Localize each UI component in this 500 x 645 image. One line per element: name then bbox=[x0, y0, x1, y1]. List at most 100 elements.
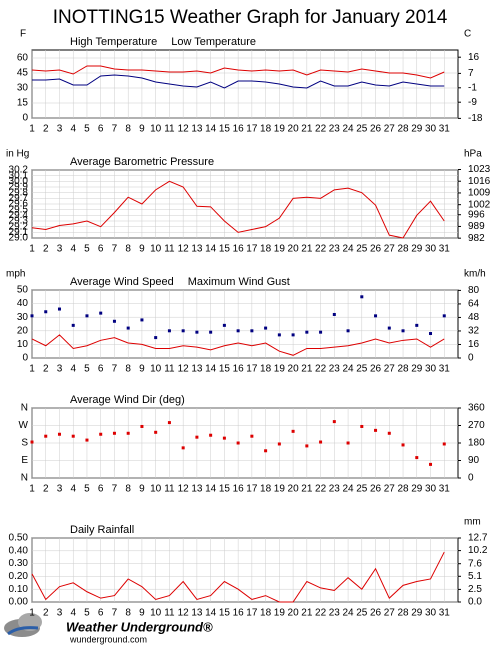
x-tick-label: 13 bbox=[191, 608, 203, 619]
y2-tick-label: 48 bbox=[468, 312, 480, 323]
point bbox=[209, 330, 213, 334]
x-tick-label: 28 bbox=[397, 124, 409, 135]
x-tick-label: 19 bbox=[274, 124, 286, 135]
x-tick-label: 21 bbox=[301, 364, 313, 375]
point bbox=[429, 462, 433, 466]
x-tick-label: 1 bbox=[29, 364, 35, 375]
y-tick-label: 45 bbox=[17, 68, 29, 79]
point bbox=[346, 329, 350, 333]
x-tick-label: 31 bbox=[439, 124, 451, 135]
point bbox=[167, 329, 171, 333]
point bbox=[374, 314, 378, 318]
point bbox=[442, 442, 446, 446]
y-tick-label: 10 bbox=[17, 339, 29, 350]
y2-tick-label: 0.0 bbox=[468, 597, 482, 608]
x-tick-label: 14 bbox=[205, 608, 217, 619]
x-tick-label: 30 bbox=[425, 608, 437, 619]
point bbox=[112, 319, 116, 323]
x-tick-label: 6 bbox=[98, 364, 104, 375]
x-tick-label: 31 bbox=[439, 608, 451, 619]
x-tick-label: 10 bbox=[150, 608, 162, 619]
x-tick-label: 7 bbox=[112, 244, 118, 255]
x-tick-label: 9 bbox=[139, 608, 145, 619]
x-tick-label: 4 bbox=[70, 484, 76, 495]
y2-unit: C bbox=[464, 29, 471, 40]
point bbox=[387, 326, 391, 330]
y-tick-label: 29.8 bbox=[9, 187, 29, 198]
x-tick-label: 20 bbox=[288, 244, 300, 255]
x-tick-label: 1 bbox=[29, 244, 35, 255]
x-tick-label: 10 bbox=[150, 124, 162, 135]
x-tick-label: 12 bbox=[178, 484, 190, 495]
x-tick-label: 25 bbox=[356, 484, 368, 495]
point bbox=[374, 428, 378, 432]
x-tick-label: 2 bbox=[43, 244, 49, 255]
x-tick-label: 28 bbox=[397, 484, 409, 495]
point bbox=[222, 323, 226, 327]
x-tick-label: 2 bbox=[43, 608, 49, 619]
point bbox=[291, 333, 295, 337]
x-tick-label: 13 bbox=[191, 124, 203, 135]
y2-tick-label: 1016 bbox=[468, 176, 491, 187]
x-tick-label: 20 bbox=[288, 124, 300, 135]
x-tick-label: 2 bbox=[43, 484, 49, 495]
x-tick-label: 9 bbox=[139, 244, 145, 255]
x-tick-label: 26 bbox=[370, 608, 382, 619]
y2-tick-label: 982 bbox=[468, 233, 485, 244]
x-tick-label: 4 bbox=[70, 124, 76, 135]
x-tick-label: 7 bbox=[112, 608, 118, 619]
point bbox=[305, 444, 309, 448]
x-tick-label: 23 bbox=[329, 364, 341, 375]
point bbox=[44, 310, 48, 314]
x-tick-label: 18 bbox=[260, 484, 272, 495]
x-tick-label: 9 bbox=[139, 484, 145, 495]
x-tick-label: 27 bbox=[384, 124, 396, 135]
y2-tick-label: 5.1 bbox=[468, 571, 482, 582]
x-tick-label: 6 bbox=[98, 124, 104, 135]
point bbox=[401, 443, 405, 447]
x-tick-label: 18 bbox=[260, 244, 272, 255]
x-tick-label: 21 bbox=[301, 244, 313, 255]
x-tick-label: 18 bbox=[260, 608, 272, 619]
x-tick-label: 3 bbox=[57, 244, 63, 255]
legend-entry: Average Barometric Pressure bbox=[70, 156, 214, 168]
x-tick-label: 25 bbox=[356, 608, 368, 619]
x-tick-label: 9 bbox=[139, 124, 145, 135]
y-tick-label: 29.0 bbox=[9, 233, 29, 244]
y-tick-label: 29.6 bbox=[9, 199, 29, 210]
x-tick-label: 3 bbox=[57, 484, 63, 495]
x-tick-label: 26 bbox=[370, 124, 382, 135]
x-tick-label: 8 bbox=[125, 124, 131, 135]
x-tick-label: 11 bbox=[164, 608, 175, 619]
plot-area bbox=[31, 49, 459, 119]
x-tick-label: 4 bbox=[70, 608, 76, 619]
legend-entry: Average Wind Speed bbox=[70, 276, 174, 288]
point bbox=[277, 333, 281, 337]
y-tick-label: 29.9 bbox=[9, 182, 29, 193]
legend-entry: Daily Rainfall bbox=[70, 524, 134, 536]
y2-tick-label: 90 bbox=[468, 455, 480, 466]
x-tick-label: 6 bbox=[98, 244, 104, 255]
x-tick-label: 1 bbox=[29, 484, 35, 495]
page-title: INOTTING15 Weather Graph for January 201… bbox=[53, 7, 448, 28]
x-tick-label: 23 bbox=[329, 124, 341, 135]
y-tick-label: N bbox=[21, 403, 28, 414]
point bbox=[126, 431, 130, 435]
y-tick-label: 30 bbox=[17, 83, 29, 94]
x-tick-label: 21 bbox=[301, 608, 313, 619]
x-tick-label: 20 bbox=[288, 484, 300, 495]
y2-tick-label: 16 bbox=[468, 339, 480, 350]
x-tick-label: 5 bbox=[84, 364, 90, 375]
point bbox=[167, 421, 171, 425]
x-tick-label: 15 bbox=[219, 364, 231, 375]
y2-tick-label: 7 bbox=[468, 68, 474, 79]
line bbox=[31, 334, 445, 356]
x-tick-label: 2 bbox=[43, 124, 49, 135]
x-tick-label: 20 bbox=[288, 364, 300, 375]
point bbox=[305, 330, 309, 334]
x-tick-label: 12 bbox=[178, 244, 190, 255]
x-tick-label: 7 bbox=[112, 364, 118, 375]
x-tick-label: 9 bbox=[139, 364, 145, 375]
x-tick-label: 1 bbox=[29, 124, 35, 135]
